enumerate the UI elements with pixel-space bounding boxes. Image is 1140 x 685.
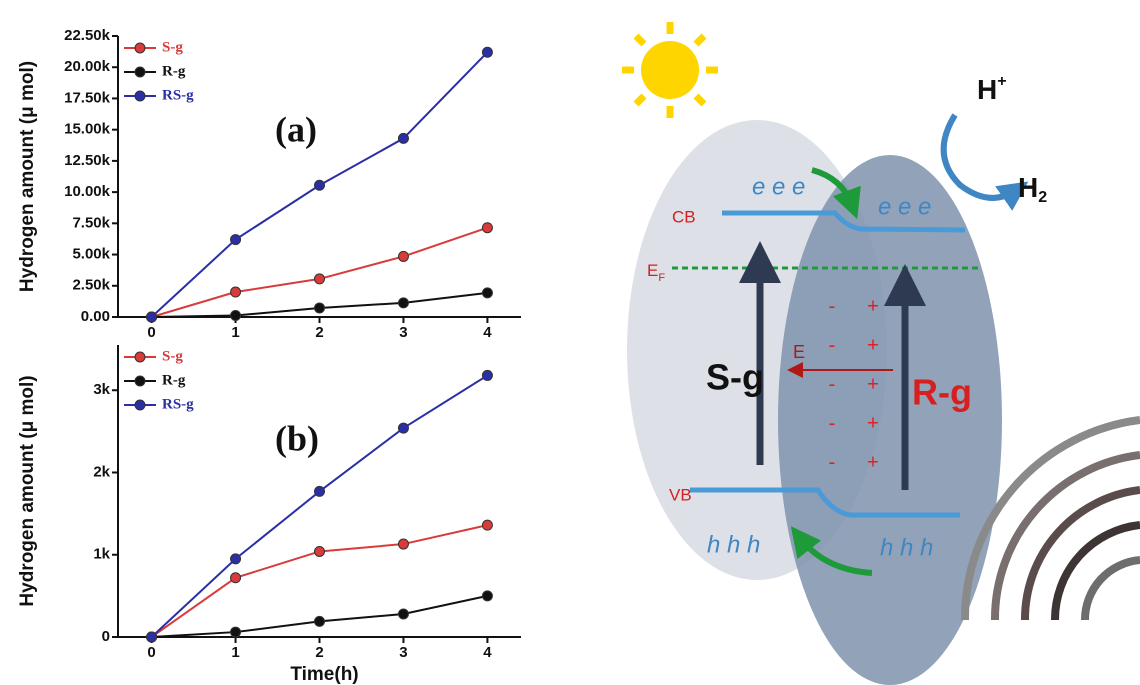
x-tick-label: 0 <box>147 324 155 341</box>
marker <box>231 573 241 583</box>
h-plus: H+ <box>977 73 1007 105</box>
x-tick-label: 0 <box>147 644 155 661</box>
y-tick-label: 12.50k <box>64 152 111 169</box>
x-tick-label: 2 <box>315 324 323 341</box>
x-tick-label: 1 <box>231 644 239 661</box>
x-tick-label: 3 <box>399 324 407 341</box>
electrons: e e e <box>878 193 931 220</box>
cb-label: CB <box>672 207 696 226</box>
charge: - <box>829 451 836 473</box>
y-tick-label: 15.00k <box>64 121 111 138</box>
charge: - <box>829 373 836 395</box>
charge: - <box>829 334 836 356</box>
legend-marker <box>135 400 145 410</box>
y-tick-label: 10.00k <box>64 183 111 200</box>
electrons: e e e <box>752 173 805 200</box>
y-tick-label: 17.50k <box>64 89 111 106</box>
legend-label: S-g <box>162 348 183 364</box>
marker <box>398 133 408 143</box>
field-label: E <box>793 342 805 362</box>
marker <box>315 616 325 626</box>
charge: + <box>867 451 879 473</box>
legend-marker <box>135 376 145 386</box>
legend-label: RS-g <box>162 396 194 412</box>
vb-label: VB <box>669 485 692 504</box>
sun <box>622 22 718 118</box>
x-tick-label: 1 <box>231 324 239 341</box>
y-tick-label: 22.50k <box>64 27 111 44</box>
y-tick-label: 20.00k <box>64 58 111 75</box>
x-tick-label: 4 <box>483 324 492 341</box>
marker <box>398 251 408 261</box>
y-axis-label: Hydrogen amount (μ mol) <box>17 375 38 606</box>
fermi-sub: F <box>658 272 665 284</box>
reaction-arrow <box>944 115 1016 198</box>
series-line <box>152 375 488 637</box>
marker <box>482 591 492 601</box>
marker <box>482 47 492 57</box>
marker <box>231 287 241 297</box>
x-axis-label: Time(h) <box>290 664 358 685</box>
fermi-base: E <box>647 261 658 280</box>
charge: + <box>867 373 879 395</box>
y-tick-label: 7.50k <box>72 214 110 231</box>
marker <box>315 274 325 284</box>
holes: h h h <box>880 534 933 561</box>
x-tick-label: 2 <box>315 644 323 661</box>
marker <box>231 311 241 321</box>
x-tick-label: 4 <box>483 644 492 661</box>
y-axis-label: Hydrogen amount (μ mol) <box>17 61 38 292</box>
marker <box>315 486 325 496</box>
legend-label: RS-g <box>162 87 194 103</box>
h2-sub: 2 <box>1038 189 1047 206</box>
marker <box>482 520 492 530</box>
y-tick-label: 0.00 <box>81 308 110 325</box>
marker <box>231 235 241 245</box>
legend-marker <box>135 67 145 77</box>
y-tick-label: 2k <box>93 463 110 480</box>
marker <box>482 370 492 380</box>
marker <box>147 312 157 322</box>
y-tick-label: 2.50k <box>72 277 110 294</box>
charge: + <box>867 412 879 434</box>
h2-base: H <box>1018 172 1038 203</box>
marker <box>398 298 408 308</box>
marker <box>231 627 241 637</box>
figure: H+ H2 e e e e e e CB EF S-g E R-g VB h h… <box>0 0 1140 685</box>
charge: + <box>867 334 879 356</box>
y-tick-label: 1k <box>93 546 110 563</box>
x-tick-label: 3 <box>399 644 407 661</box>
h-plus-sup: + <box>997 73 1006 90</box>
panel-label: (a) <box>275 109 317 149</box>
marker <box>231 554 241 564</box>
legend-marker <box>135 91 145 101</box>
marker <box>398 423 408 433</box>
marker <box>315 180 325 190</box>
diagram: H+ H2 e e e e e e CB EF S-g E R-g VB h h… <box>622 22 1140 685</box>
y-tick-label: 3k <box>93 381 110 398</box>
charge: - <box>829 412 836 434</box>
y-tick-label: 5.00k <box>72 246 110 263</box>
marker <box>398 609 408 619</box>
marker <box>315 303 325 313</box>
legend-marker <box>135 43 145 53</box>
marker <box>398 539 408 549</box>
h2: H2 <box>1018 172 1047 206</box>
legend-marker <box>135 352 145 362</box>
marker <box>315 546 325 556</box>
y-tick-label: 0 <box>102 628 110 645</box>
charge: + <box>867 295 879 317</box>
legend-label: R-g <box>162 63 186 79</box>
legend-label: S-g <box>162 39 183 55</box>
marker <box>482 288 492 298</box>
s-g-label: S-g <box>706 357 764 398</box>
marker <box>147 632 157 642</box>
legend-label: R-g <box>162 372 186 388</box>
charge: - <box>829 295 836 317</box>
panel-label: (b) <box>275 418 319 458</box>
r-g-label: R-g <box>912 372 972 413</box>
holes: h h h <box>707 531 760 558</box>
h-plus-base: H <box>977 74 997 105</box>
marker <box>482 223 492 233</box>
